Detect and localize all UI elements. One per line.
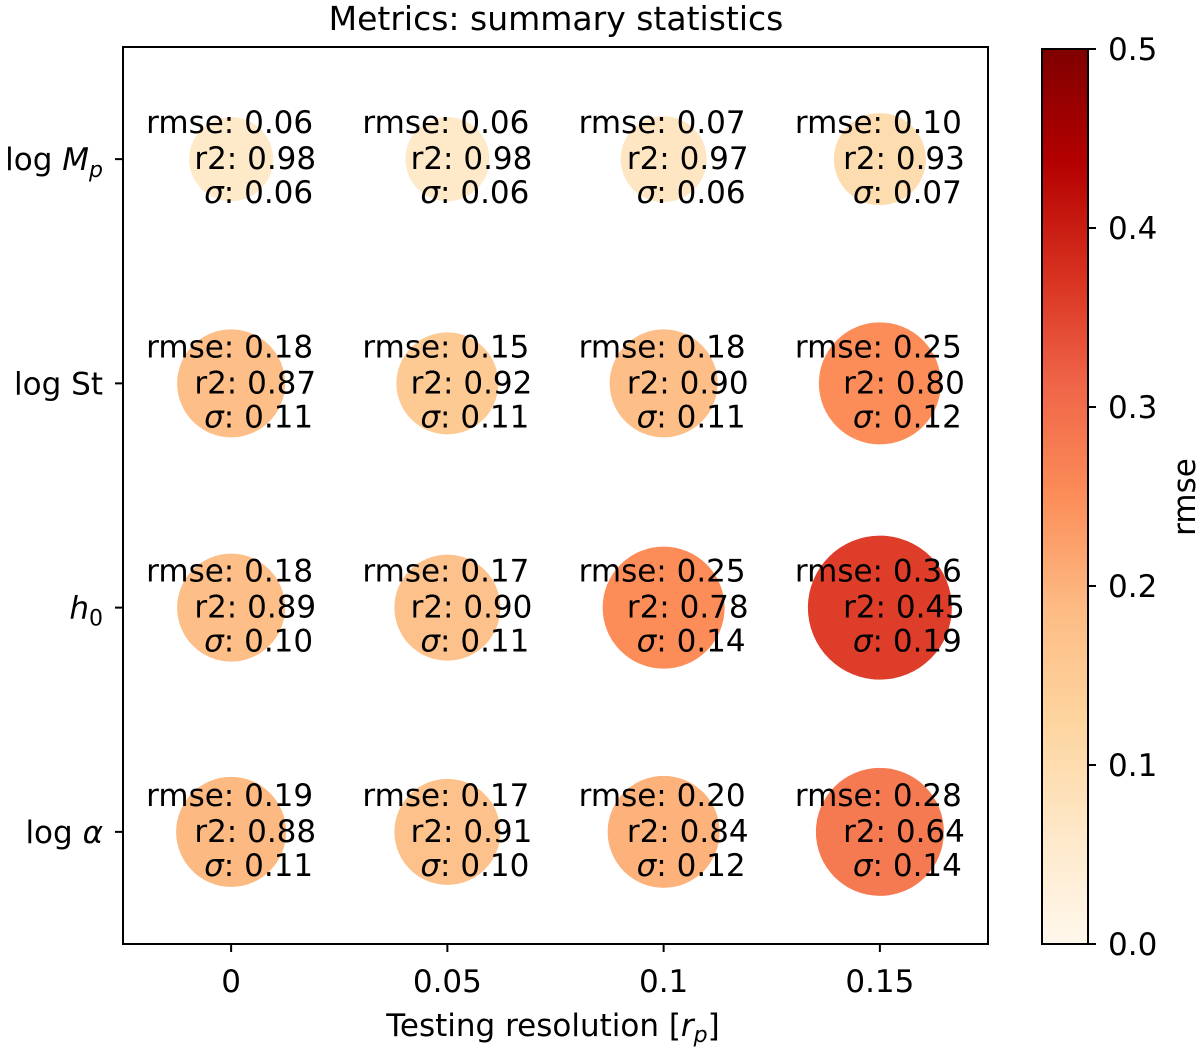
- metric-bubble: [602, 546, 725, 669]
- r2-label: r2: 0.93: [843, 141, 965, 177]
- r2-label: r2: 0.78: [627, 590, 749, 626]
- metric-bubble: [394, 778, 501, 885]
- sigma-label: σ: 0.06: [420, 175, 529, 211]
- sigma-label: σ: 0.14: [637, 624, 746, 660]
- sigma-label: σ: 0.12: [637, 848, 746, 884]
- x-axis-label: Testing resolution [rp]: [385, 1008, 720, 1047]
- rmse-label: rmse: 0.10: [795, 105, 962, 141]
- colorbar-tick-label: 0.0: [1108, 927, 1157, 963]
- metric-bubble: [394, 554, 501, 661]
- chart-title: Metrics: summary statistics: [329, 0, 784, 38]
- rmse-label: rmse: 0.28: [795, 778, 962, 814]
- rmse-label: rmse: 0.25: [795, 329, 962, 365]
- x-tick-label: 0.1: [639, 964, 688, 1000]
- colorbar: [1041, 48, 1089, 945]
- y-tick-label: log Mp: [5, 142, 103, 183]
- metric-bubble: [396, 332, 499, 435]
- axes: 0 0.05 0.1 0.15 log Mp log St h0 log α: [5, 142, 914, 1000]
- rmse-label: rmse: 0.17: [362, 554, 529, 590]
- rmse-label: rmse: 0.36: [795, 554, 962, 590]
- metric-bubble: [620, 116, 707, 203]
- r2-label: r2: 0.90: [411, 590, 533, 626]
- r2-label: r2: 0.84: [627, 814, 749, 850]
- colorbar-tick-label: 0.5: [1108, 32, 1157, 68]
- rmse-label: rmse: 0.18: [146, 329, 313, 365]
- sigma-label: σ: 0.11: [420, 399, 529, 435]
- r2-label: r2: 0.88: [194, 814, 316, 850]
- metric-bubble: [609, 329, 718, 438]
- r2-label: r2: 0.91: [411, 814, 533, 850]
- colorbar-tick-label: 0.4: [1108, 211, 1157, 247]
- sigma-label: σ: 0.14: [853, 848, 962, 884]
- sigma-label: σ: 0.06: [637, 175, 746, 211]
- colorbar-tick-label: 0.3: [1108, 390, 1157, 426]
- sigma-label: σ: 0.19: [853, 624, 962, 660]
- sigma-label: σ: 0.11: [637, 399, 746, 435]
- sigma-label: σ: 0.11: [204, 399, 313, 435]
- rmse-label: rmse: 0.25: [579, 554, 746, 590]
- metric-bubble: [818, 322, 941, 445]
- rmse-label: rmse: 0.20: [579, 778, 746, 814]
- r2-label: r2: 0.90: [627, 365, 749, 401]
- rmse-label: rmse: 0.15: [362, 329, 529, 365]
- plot-frame: [122, 46, 989, 945]
- rmse-label: rmse: 0.18: [146, 554, 313, 590]
- sigma-label: σ: 0.12: [853, 399, 962, 435]
- r2-label: r2: 0.80: [843, 365, 965, 401]
- rmse-label: rmse: 0.18: [579, 329, 746, 365]
- r2-label: r2: 0.64: [843, 814, 965, 850]
- x-tick-label: 0.05: [413, 964, 482, 1000]
- rmse-label: rmse: 0.06: [362, 105, 529, 141]
- metric-bubble: [807, 535, 952, 680]
- metric-bubble: [607, 775, 720, 888]
- rmse-label: rmse: 0.06: [146, 105, 313, 141]
- r2-label: r2: 0.92: [411, 365, 533, 401]
- colorbar-tick-label: 0.2: [1108, 569, 1157, 605]
- colorbar-ticks: 0.0 0.1 0.2 0.3 0.4 0.5: [1088, 32, 1157, 963]
- r2-label: r2: 0.89: [194, 590, 316, 626]
- r2-label: r2: 0.97: [627, 141, 749, 177]
- sigma-label: σ: 0.07: [853, 175, 962, 211]
- metric-bubble: [189, 117, 274, 202]
- rmse-label: rmse: 0.19: [146, 778, 313, 814]
- metric-bubble: [405, 117, 490, 202]
- y-tick-label: log St: [14, 366, 103, 402]
- sigma-label: σ: 0.11: [204, 848, 313, 884]
- metric-bubble: [176, 776, 287, 887]
- metric-bubble: [177, 329, 286, 438]
- y-tick-label: log α: [25, 815, 103, 851]
- x-tick-label: 0.15: [845, 964, 914, 1000]
- sigma-label: σ: 0.11: [420, 624, 529, 660]
- rmse-label: rmse: 0.07: [579, 105, 746, 141]
- x-tick-label: 0: [221, 964, 241, 1000]
- metric-bubble: [833, 113, 926, 206]
- metric-bubble: [177, 553, 286, 662]
- r2-label: r2: 0.98: [411, 141, 533, 177]
- r2-label: r2: 0.98: [194, 141, 316, 177]
- sigma-label: σ: 0.10: [420, 848, 529, 884]
- colorbar-label: rmse: [1167, 458, 1200, 536]
- metric-bubble: [815, 767, 944, 896]
- sigma-label: σ: 0.10: [204, 624, 313, 660]
- y-tick-label: h0: [69, 591, 103, 632]
- colorbar-tick-label: 0.1: [1108, 748, 1157, 784]
- rmse-label: rmse: 0.17: [362, 778, 529, 814]
- r2-label: r2: 0.87: [194, 365, 316, 401]
- r2-label: r2: 0.45: [843, 590, 965, 626]
- sigma-label: σ: 0.06: [204, 175, 313, 211]
